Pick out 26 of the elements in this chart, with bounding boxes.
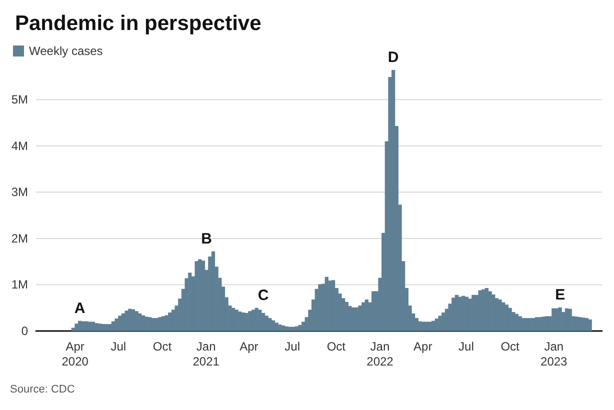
x-tick-label: Oct	[152, 340, 172, 354]
x-tick-label: Oct	[326, 340, 346, 354]
annotation: C	[258, 286, 269, 304]
x-tick-label: Apr	[414, 340, 432, 354]
y-tick-label: 1M	[11, 278, 28, 292]
x-tick-label: Jan 2022	[366, 340, 394, 368]
x-tick-label: Jul	[458, 340, 474, 354]
annotation: B	[201, 230, 212, 248]
annotation: D	[388, 49, 399, 66]
y-tick-label: 4M	[11, 138, 28, 153]
x-tick-label: Oct	[500, 340, 520, 354]
y-tick-label: 2M	[11, 231, 28, 246]
annotation: A	[74, 300, 86, 317]
x-tick-label: Jul	[284, 340, 300, 354]
chart-title: Pandemic in perspective	[15, 12, 262, 35]
x-tick-label: Jul	[110, 340, 126, 354]
source-note: Source: CDC	[10, 384, 75, 396]
y-tick-label: 0	[21, 324, 28, 338]
x-tick-label: Apr	[240, 340, 258, 354]
annotation: E	[555, 286, 566, 304]
x-tick-label: Jan 2023	[540, 340, 568, 368]
y-tick-label: 3M	[11, 185, 28, 200]
y-tick-label: 5M	[11, 92, 28, 107]
x-tick-label: Apr 2020	[62, 340, 89, 368]
legend-label: Weekly cases	[29, 44, 103, 58]
x-tick-label: Jan 2021	[192, 340, 220, 368]
